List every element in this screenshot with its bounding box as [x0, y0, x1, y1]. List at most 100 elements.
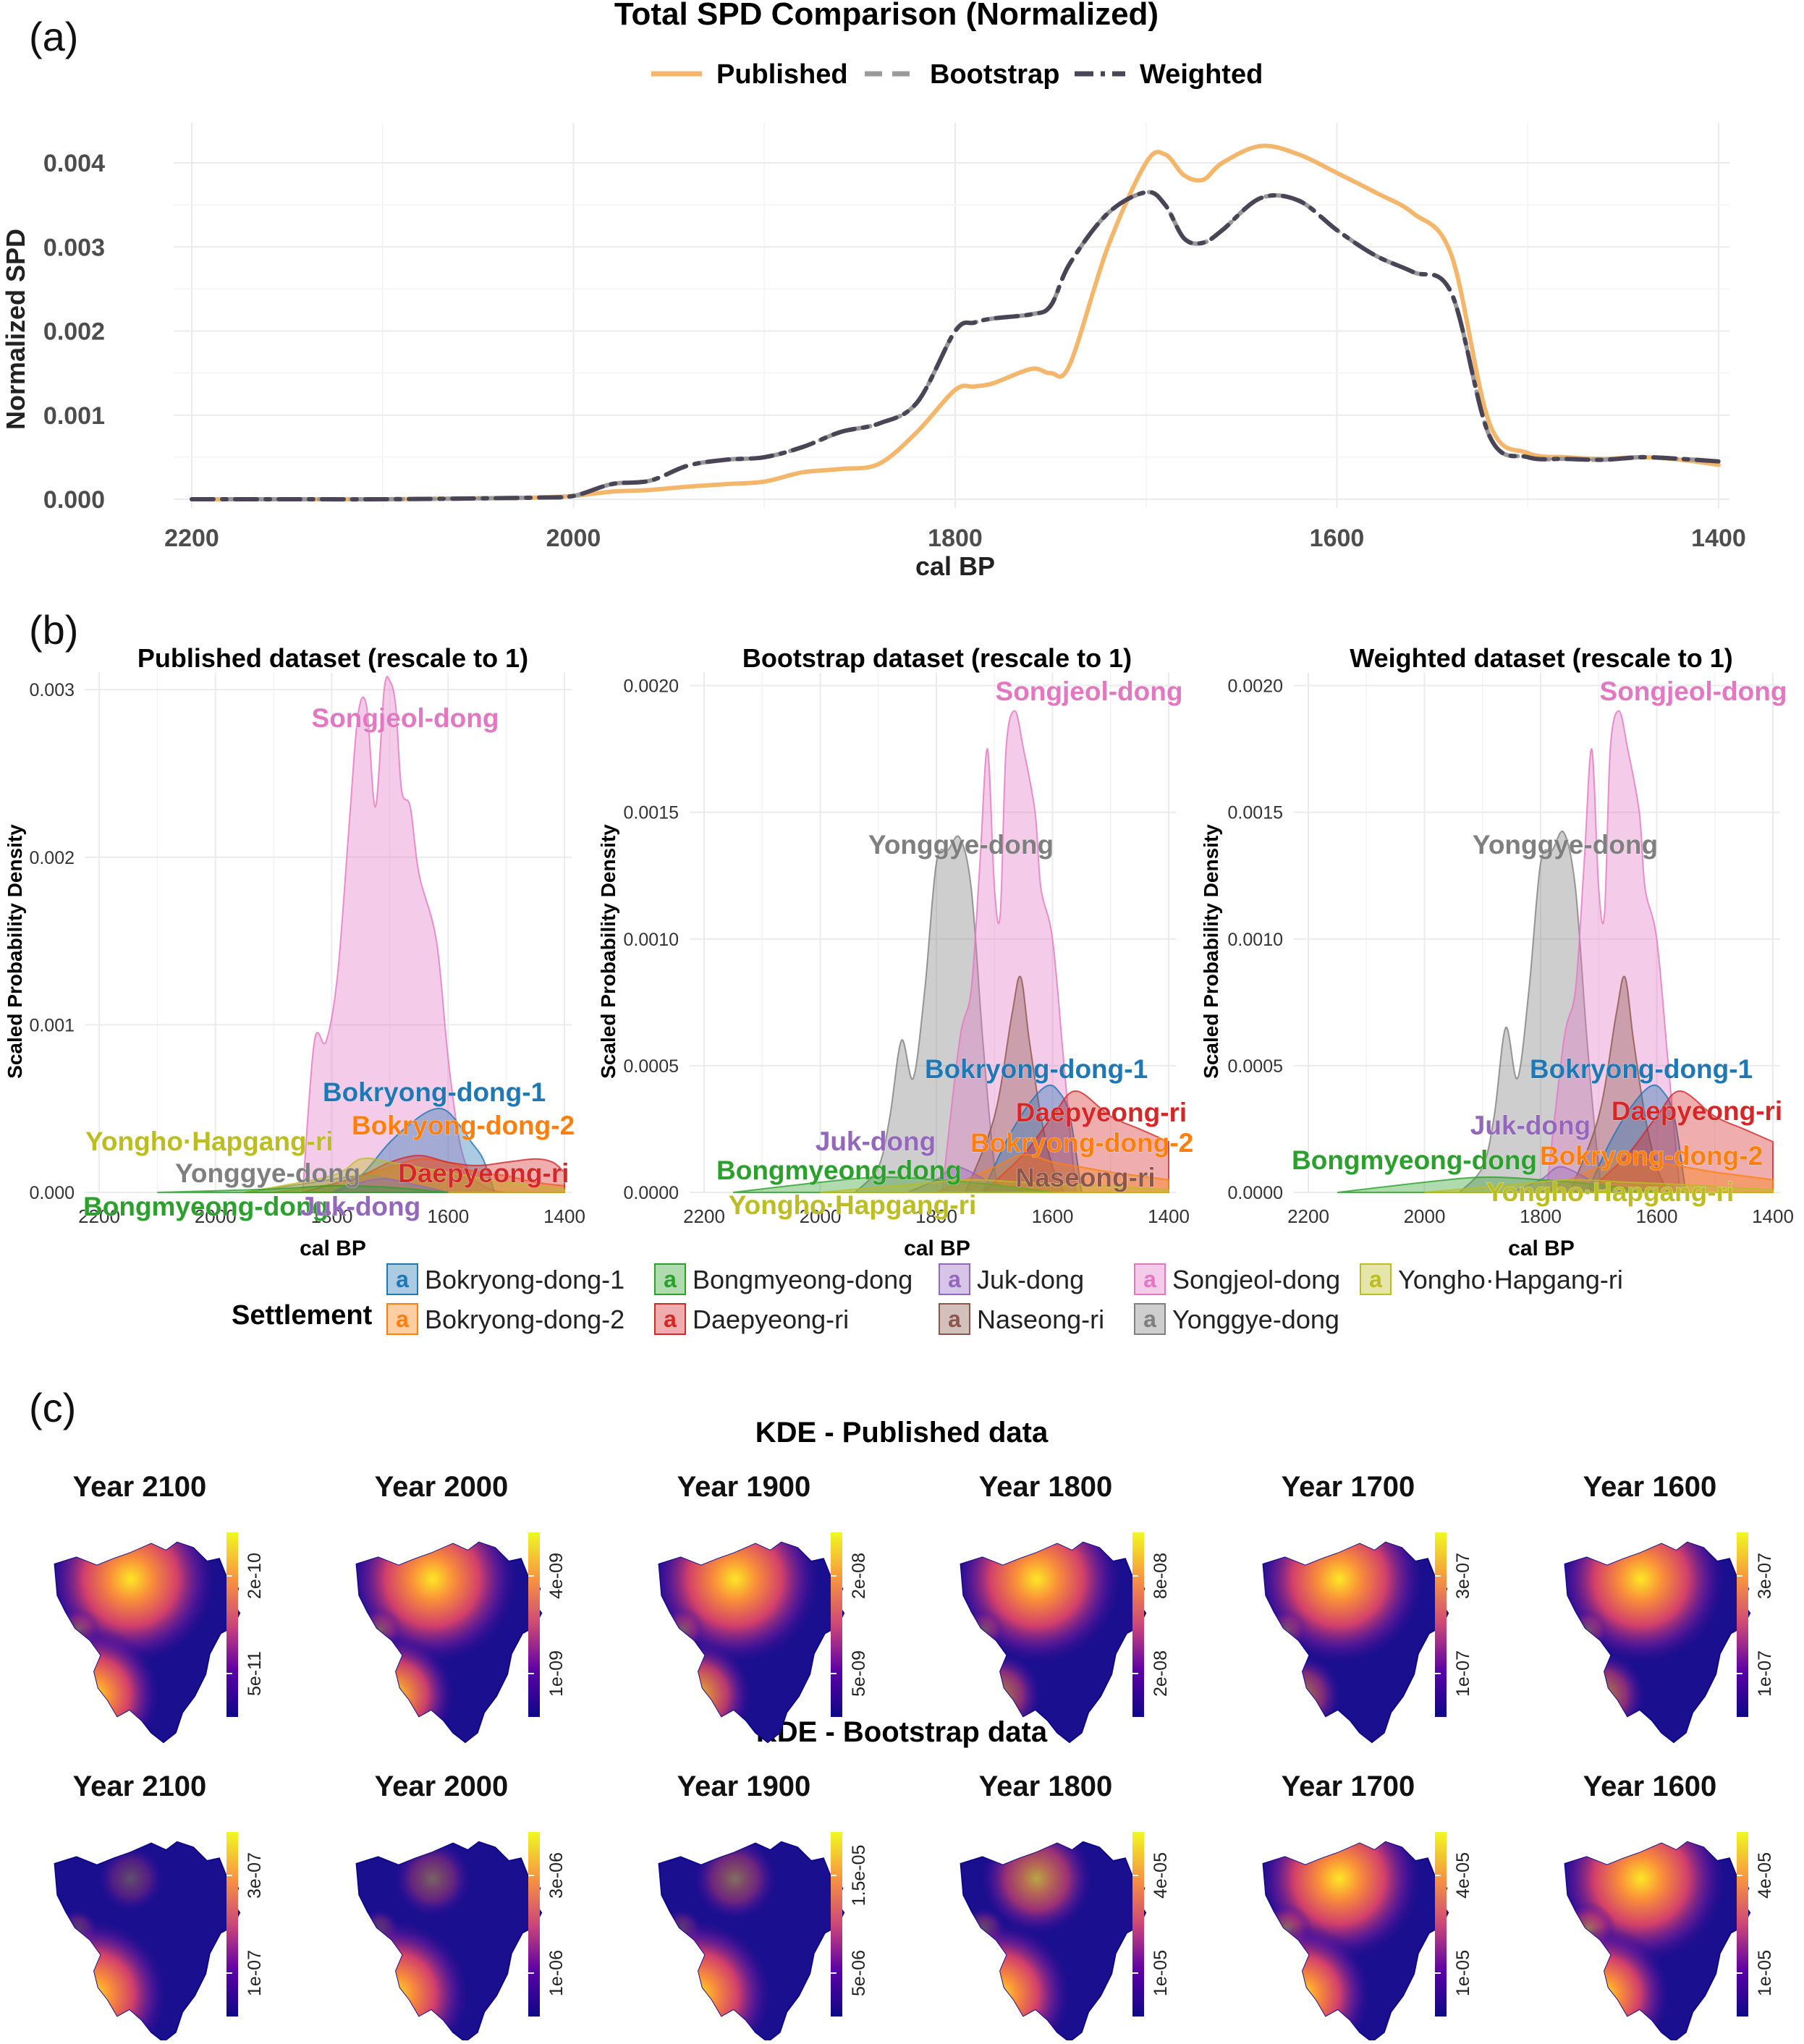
- area-bongmyeong-dong: [732, 1176, 1053, 1193]
- legend-label-bootstrap: Bootstrap: [930, 59, 1059, 90]
- kde-hotspot: [1265, 1609, 1308, 1651]
- legend-key-glyph: a: [1143, 1306, 1156, 1332]
- series-label-bokryong-dong-2: Bokryong-dong-2: [1540, 1141, 1763, 1171]
- kde-hotspot: [960, 1542, 1123, 1665]
- x-tick-label: 1600: [1032, 1205, 1074, 1227]
- series-label-daepyeong-ri: Daepyeong-ri: [1016, 1098, 1187, 1127]
- kde-map-body: [1564, 1541, 1751, 1744]
- series-label-bokryong-dong-1: Bokryong-dong-1: [1530, 1054, 1753, 1084]
- kde-colorbar-label: 1e-07: [1755, 1650, 1775, 1697]
- chart-b2-title: Bootstrap dataset (rescale to 1): [742, 643, 1132, 673]
- kde-map-body: [960, 1841, 1147, 2043]
- kde-year-label: Year 2100: [73, 1771, 207, 1802]
- kde-colorbar: [528, 1832, 540, 2017]
- kde-hotspot: [356, 1634, 455, 1743]
- y-tick-label: 0.0015: [1228, 803, 1283, 823]
- kde-hotspot: [658, 1542, 821, 1665]
- series-label-daepyeong-ri: Daepyeong-ri: [1612, 1096, 1782, 1126]
- kde-colorbar: [1132, 1832, 1144, 2017]
- area-bokryong-dong-1: [1585, 1084, 1687, 1193]
- chart-b1-xlabel: cal BP: [300, 1237, 366, 1260]
- x-tick-label: 1800: [311, 1205, 353, 1227]
- legend-key-yongho-hapgang-ri: [1360, 1263, 1392, 1295]
- area-naseong-ri: [964, 975, 1066, 1193]
- kde-year-label: Year 1700: [1282, 1471, 1415, 1503]
- panel-c: (c) KDE - Published data KDE - Bootstrap…: [29, 1385, 1775, 2043]
- kde-map-year-1800: Year 1800 8e-08 2e-08: [960, 1471, 1171, 1744]
- y-tick-label: 0.001: [43, 402, 105, 430]
- kde-map-body: [54, 1541, 241, 1744]
- kde-hotspot: [1564, 1651, 1646, 1738]
- kde-map-body: [960, 1541, 1147, 1744]
- kde-colorbar-label: 5e-09: [849, 1650, 869, 1697]
- kde-map-year-2000: Year 2000 4e-09 1e-09: [355, 1471, 567, 1744]
- kde-year-label: Year 1800: [979, 1771, 1113, 1802]
- y-tick-label: 0.000: [43, 486, 105, 514]
- series-label-songjeol-dong: Songjeol-dong: [312, 703, 499, 733]
- series-line-weighted: [190, 190, 1721, 502]
- legend-label-yongho-hapgang-ri: Yongho·Hapgang-ri: [1398, 1265, 1623, 1294]
- series-label-yonggye-dong: Yonggye-dong: [1473, 830, 1658, 860]
- y-tick-label: 0.002: [43, 318, 105, 346]
- kde-colorbar: [1435, 1832, 1447, 2017]
- kde-colorbar-label: 1e-07: [1453, 1650, 1473, 1697]
- plot-b2: 0.0000 0.0005 0.0010 0.0015 0.0020 2200 2000 18…: [624, 673, 1193, 1227]
- kde-year-label: Year 1700: [1282, 1771, 1415, 1802]
- x-tick-label: 1600: [427, 1205, 469, 1227]
- legend-b-title: Settlement: [232, 1300, 373, 1331]
- legend-label-weighted: Weighted: [1140, 59, 1263, 90]
- kde-hotspot: [693, 1841, 778, 1922]
- y-tick-label: 0.0015: [624, 803, 679, 823]
- legend-key-glyph: a: [1369, 1266, 1382, 1292]
- chart-b3-title: Weighted dataset (rescale to 1): [1350, 643, 1733, 673]
- y-tick-label: 0.0000: [1228, 1183, 1283, 1203]
- x-tick-label: 1400: [1148, 1205, 1190, 1227]
- kde-hotspot: [1263, 1542, 1426, 1665]
- kde-hotspot: [97, 1844, 165, 1913]
- kde-colorbar-label: 3e-07: [1755, 1553, 1775, 1599]
- x-tick-label: 2000: [195, 1205, 237, 1227]
- panel-label-a: (a): [29, 14, 78, 59]
- chart-b3-ylabel: Scaled Probability Density: [1200, 824, 1222, 1079]
- y-tick-label: 0.003: [29, 680, 75, 700]
- series-line-published: [190, 143, 1721, 502]
- kde-year-label: Year 2000: [375, 1471, 509, 1503]
- x-tick-label: 1600: [1636, 1205, 1678, 1227]
- series-label-bokryong-dong-2: Bokryong-dong-2: [352, 1111, 575, 1140]
- series-label-bongmyeong-dong: Bongmyeong-dong: [716, 1155, 962, 1185]
- legend-label-yonggye-dong: Yonggye-dong: [1172, 1305, 1339, 1334]
- area-bokryong-dong-2: [1540, 1153, 1774, 1193]
- legend-label-bokryong-dong-1: Bokryong-dong-1: [425, 1265, 624, 1294]
- x-tick-label: 1800: [1520, 1205, 1562, 1227]
- kde-year-label: Year 1900: [677, 1771, 811, 1802]
- kde-colorbar: [226, 1532, 238, 1717]
- kde-hotspot: [356, 1542, 519, 1665]
- area-naseong-ri: [1568, 975, 1670, 1193]
- kde-hotspot: [54, 1627, 161, 1743]
- kde-bootstrap-title: KDE - Bootstrap data: [756, 1716, 1048, 1748]
- chart-b2-ylabel: Scaled Probability Density: [597, 824, 619, 1079]
- area-songjeol-dong: [1545, 710, 1681, 1193]
- kde-colorbar-label: 2e-10: [245, 1553, 265, 1599]
- kde-colorbar-label: 1e-09: [546, 1650, 567, 1697]
- kde-map-year-1700: Year 1700 3e-07 1e-07: [1262, 1471, 1473, 1744]
- panel-b: (b) Published dataset (rescale to 1) Boo…: [4, 607, 1794, 1335]
- series-label-bongmyeong-dong: Bongmyeong-dong: [1292, 1145, 1537, 1175]
- kde-hotspot: [393, 1841, 473, 1919]
- legend-key-yonggye-dong: [1134, 1303, 1166, 1335]
- kde-colorbar-label: 1e-06: [546, 1950, 567, 1996]
- y-tick-label: 0.000: [29, 1183, 75, 1203]
- kde-colorbar: [1737, 1832, 1748, 2017]
- x-tick-label: 2000: [546, 525, 601, 552]
- kde-colorbar: [1435, 1532, 1447, 1717]
- series-label-daepyeong-ri: Daepyeong-ri: [398, 1158, 569, 1188]
- legend-label-songjeol-dong: Songjeol-dong: [1172, 1265, 1340, 1294]
- legend-label-bokryong-dong-2: Bokryong-dong-2: [425, 1305, 624, 1334]
- kde-map-year-2000: Year 2000 3e-06 1e-06: [355, 1771, 567, 2043]
- kde-colorbar-label: 1.5e-05: [849, 1845, 869, 1907]
- area-songjeol-dong: [302, 676, 507, 1193]
- kde-colorbar: [1132, 1532, 1144, 1717]
- plot-b1: 0.000 0.001 0.002 0.003 2200 2000 1800 1600 1400…: [29, 673, 585, 1227]
- area-yongho-hapgang-ri: [820, 1179, 1169, 1193]
- chart-a-xlabel: cal BP: [915, 551, 995, 581]
